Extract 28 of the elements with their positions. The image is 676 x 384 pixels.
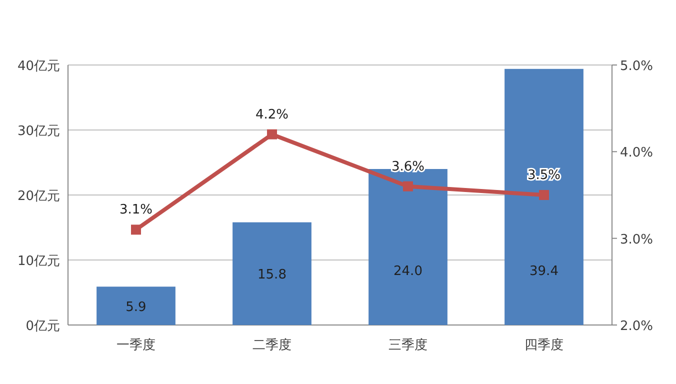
bar [504,68,584,325]
y-tick-label: 0亿元 [26,319,60,334]
y2-tick-label: 4.0% [620,146,654,161]
y-tick-label: 10亿元 [17,254,60,269]
y2-tick-label: 5.0% [620,59,654,74]
y-tick-label: 40亿元 [17,59,60,74]
y2-tick-label: 3.0% [620,232,654,248]
bar [368,169,448,325]
bar [96,286,176,325]
x-tick-label: 三季度 [388,337,428,353]
x-tick-label: 四季度 [524,337,564,353]
data-label: 15.8 [258,268,286,283]
point [539,190,549,200]
data-label: 4.2% [255,107,289,122]
point [131,224,141,235]
x-tick-label: 二季度 [252,337,292,353]
y-tick-label: 30亿元 [17,124,60,139]
y2-tick-label: 2.0% [620,319,654,334]
x-tick-label: 一季度 [116,337,156,353]
point [267,129,277,140]
data-label: 5.9 [126,300,146,315]
y-tick-label: 20亿元 [17,189,60,204]
point [403,181,413,192]
data-label: 3.5% [527,168,561,183]
data-label: 24.0 [394,264,422,279]
data-label: 3.1% [119,202,153,218]
data-label: 39.4 [530,264,558,279]
bar [232,222,312,325]
